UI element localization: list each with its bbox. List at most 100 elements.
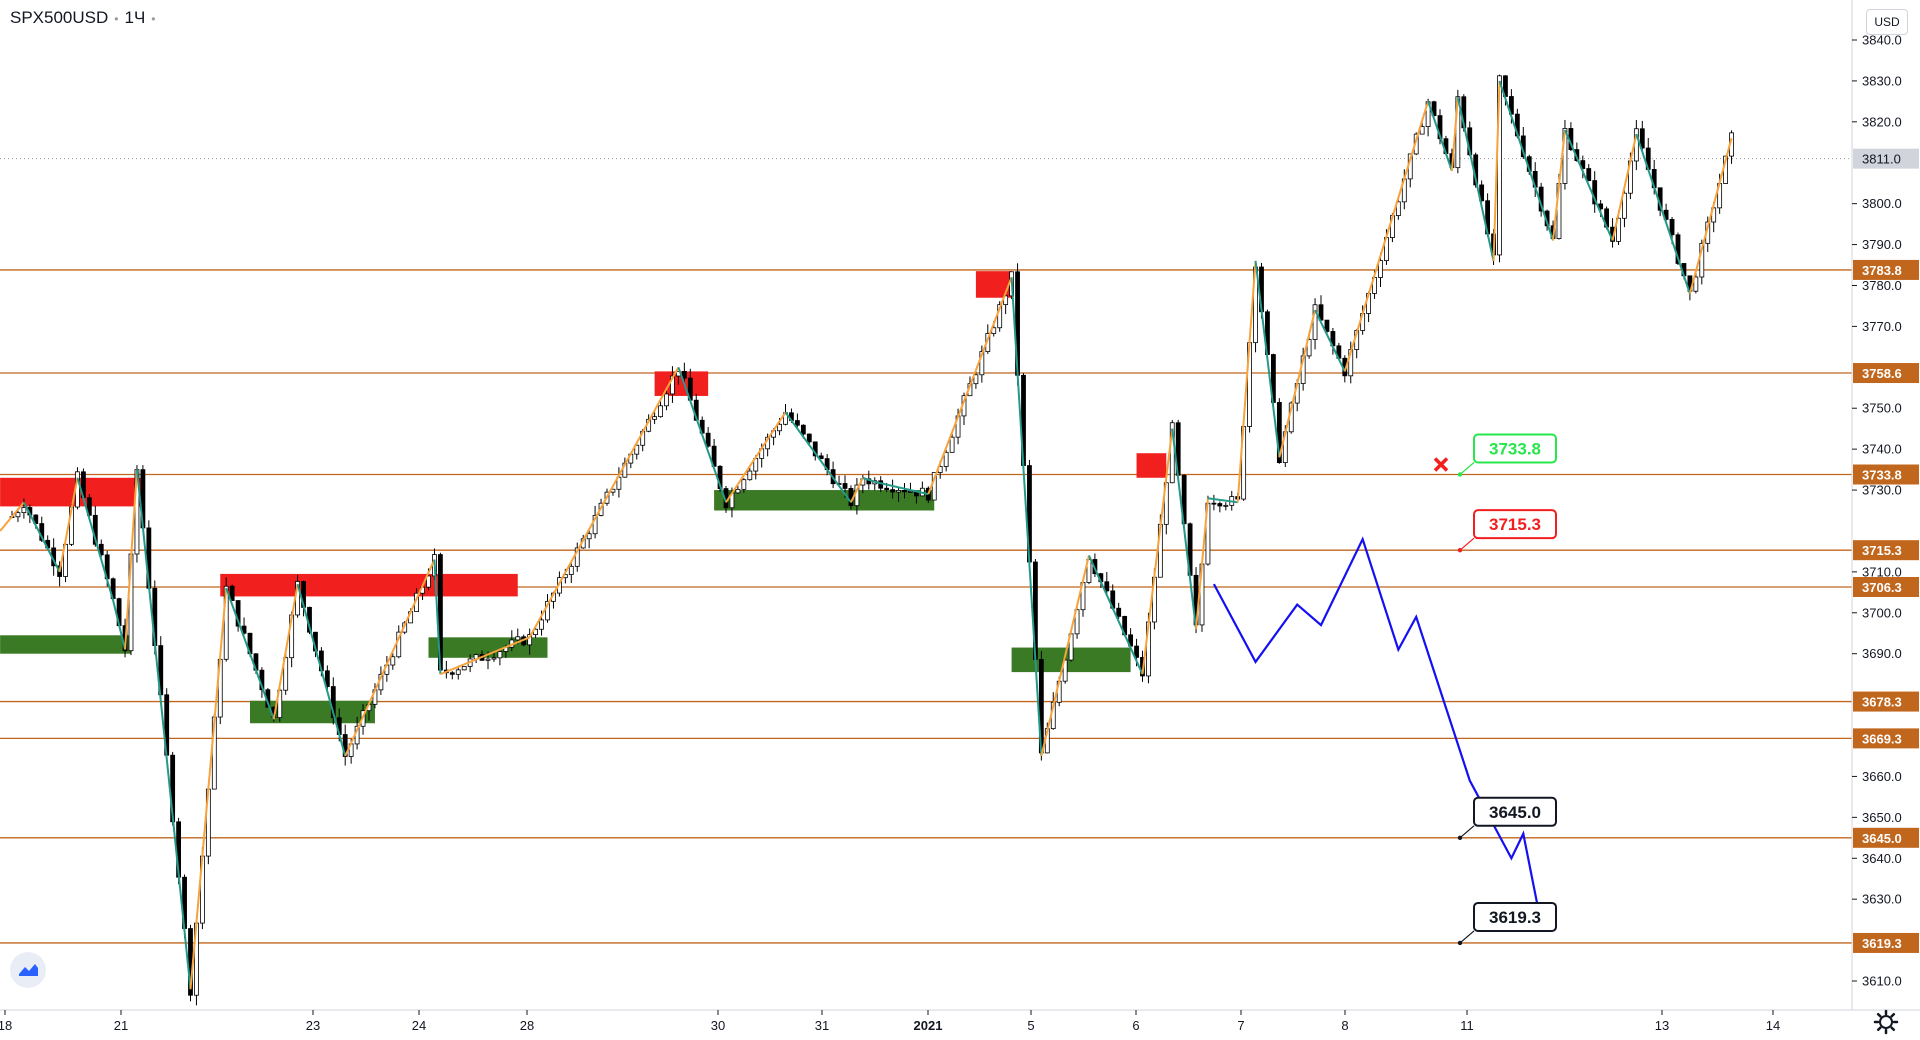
y-tick-label: 3800.0 (1862, 196, 1902, 211)
interval-label: 1Ч (124, 8, 146, 27)
candle-body (652, 416, 657, 420)
level-badge-label: 3645.0 (1862, 831, 1902, 846)
y-tick-label: 3710.0 (1862, 564, 1902, 579)
y-tick-label: 3780.0 (1862, 278, 1902, 293)
zigzag-segment (784, 411, 852, 503)
candle-body (681, 370, 687, 379)
zigzag-segment (296, 583, 347, 757)
level-badge-label: 3783.8 (1862, 263, 1902, 278)
zigzag-segment (1278, 309, 1317, 458)
zigzag-segment (1010, 277, 1043, 757)
level-badge[interactable] (1853, 464, 1919, 485)
level-badge[interactable] (1853, 363, 1919, 384)
zigzag-segment (23, 501, 61, 573)
zigzag-segment (1088, 555, 1144, 675)
demand-zone (0, 635, 131, 654)
currency-button[interactable]: USD (1866, 9, 1908, 35)
tradingview-logo-icon[interactable] (10, 952, 46, 988)
candle-body (1312, 304, 1318, 340)
level-badge[interactable] (1853, 577, 1919, 598)
candle-body (449, 672, 455, 675)
settings-gear-icon[interactable] (1872, 1008, 1900, 1036)
y-tick-label: 3630.0 (1862, 892, 1902, 907)
candle-body (1104, 581, 1110, 592)
candle-body (1693, 276, 1699, 292)
supply-zone (1136, 453, 1167, 478)
forecast-path (1212, 536, 1551, 926)
zigzag-segment (1236, 260, 1257, 503)
y-tick-label: 3830.0 (1862, 73, 1902, 88)
level-badge[interactable] (1853, 728, 1919, 749)
x-tick-label: 18 (0, 1018, 12, 1033)
candle-body (1134, 645, 1139, 658)
zigzag-segment (124, 469, 138, 650)
zigzag-segment (1427, 101, 1453, 172)
axis-background (1852, 0, 1920, 1040)
zigzag-segment (850, 477, 864, 503)
cross-stroke (1433, 457, 1449, 472)
zigzag-segment (1040, 555, 1090, 757)
callout-box[interactable] (1473, 796, 1557, 827)
zigzag-segment (1314, 309, 1346, 372)
level-badge[interactable] (1853, 827, 1919, 848)
zigzag-segment (76, 477, 115, 601)
demand-zone (714, 490, 935, 511)
zigzag-segment (1141, 428, 1174, 675)
y-tick-label: 3650.0 (1862, 810, 1902, 825)
candle-body (943, 451, 949, 467)
zigzag-segment (1207, 497, 1238, 504)
candle-body (1395, 201, 1401, 216)
callout-box[interactable] (1473, 433, 1557, 464)
zigzag-segment (1195, 498, 1209, 630)
zigzag-segment (1635, 133, 1691, 294)
candle-body (848, 488, 854, 507)
level-badge[interactable] (1853, 259, 1919, 280)
level-badge[interactable] (1853, 540, 1919, 561)
candle-body (283, 657, 289, 691)
zigzag-segment (225, 587, 275, 720)
candle-body (1306, 339, 1312, 357)
zigzag-segment (1564, 129, 1614, 241)
current-price-badge[interactable] (1853, 148, 1919, 169)
horizontal-levels (0, 158, 1852, 944)
x-tick-label: 24 (412, 1018, 426, 1033)
callout-box[interactable] (1473, 901, 1557, 932)
zigzag-segment (189, 588, 228, 990)
candle-body (634, 444, 640, 455)
callout-pointer (1459, 930, 1475, 944)
zigzag-segment (1456, 97, 1495, 262)
y-tick-label: 3820.0 (1862, 114, 1902, 129)
candle-body (455, 669, 461, 675)
level-badge[interactable] (1853, 932, 1919, 953)
x-tick-label: 11 (1460, 1018, 1474, 1033)
candle-body (485, 658, 491, 661)
x-tick-label: 5 (1027, 1018, 1034, 1033)
callout-pointer (1459, 825, 1475, 839)
separator-dot: • (114, 11, 119, 26)
level-badge-label: 3715.3 (1862, 543, 1902, 558)
x-tick-label: 30 (711, 1018, 725, 1033)
candle-body (491, 657, 497, 660)
candle-body (592, 515, 598, 535)
zigzag-segment (344, 559, 436, 757)
time-axis[interactable]: 18 21 23 24 28 30 31 2021 5 6 7 8 11 13 14 (0, 1010, 1780, 1033)
symbol-title[interactable]: SPX500USD • 1Ч • (10, 8, 161, 28)
y-tick-label: 3790.0 (1862, 237, 1902, 252)
callout-pointer (1459, 537, 1475, 551)
candle-body (527, 634, 533, 646)
y-tick-label: 3840.0 (1862, 33, 1902, 48)
candle-body (515, 636, 521, 641)
symbol-name: SPX500USD (10, 8, 109, 27)
zigzag-segment (862, 476, 876, 483)
y-tick-label: 3730.0 (1862, 483, 1902, 498)
level-badge[interactable] (1853, 691, 1919, 712)
candle-body (568, 565, 574, 575)
candle-body (390, 656, 396, 666)
zigzag-segment (272, 583, 299, 720)
price-callouts[interactable]: 3733.8 3715.3 3645.0 3619.3 (1433, 433, 1557, 946)
callout-box[interactable] (1473, 509, 1557, 540)
candle-body (1211, 502, 1217, 505)
cancel-cross-icon (1433, 457, 1449, 472)
